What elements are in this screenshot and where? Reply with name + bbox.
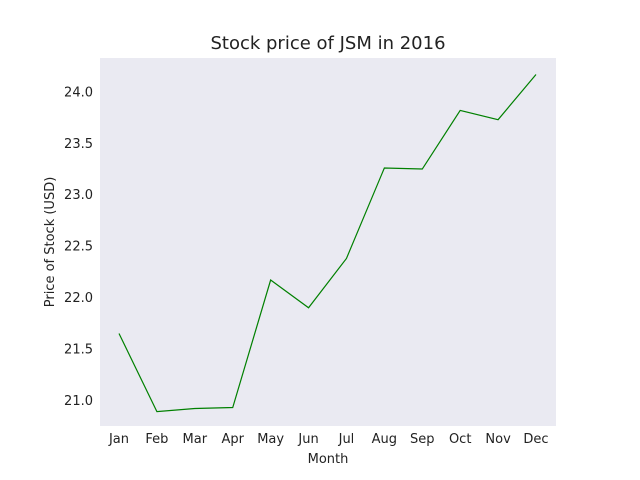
y-tick-label: 23.5 xyxy=(64,137,93,152)
series-line xyxy=(118,74,537,413)
x-tick-label: Aug xyxy=(372,432,397,447)
x-tick-label: Feb xyxy=(145,432,168,447)
y-tick-label: 21.5 xyxy=(64,342,93,357)
x-tick-label: Nov xyxy=(485,432,511,447)
x-tick-label: Jun xyxy=(297,432,318,447)
y-tick-label: 22.5 xyxy=(64,240,93,255)
y-tick-label: 21.0 xyxy=(64,394,93,409)
x-tick-label: Sep xyxy=(410,432,435,447)
chart-title: Stock price of JSM in 2016 xyxy=(210,33,445,54)
y-tick-label: 22.0 xyxy=(64,291,93,306)
x-tick-label: Jan xyxy=(108,432,129,447)
x-axis: Jan Feb Mar Apr May Jun Jul Aug Sep Oct Nov Dec xyxy=(108,432,549,447)
x-axis-label: Month xyxy=(308,452,349,467)
x-tick-label: Jul xyxy=(338,432,355,447)
x-tick-label: Apr xyxy=(221,432,244,447)
x-tick-label: May xyxy=(257,432,284,447)
x-tick-label: Dec xyxy=(523,432,548,447)
x-tick-label: Oct xyxy=(449,432,471,447)
y-axis: 21.0 21.5 22.0 22.5 23.0 23.5 24.0 xyxy=(64,85,93,408)
x-tick-label: Mar xyxy=(183,432,208,447)
y-axis-label: Price of Stock (USD) xyxy=(43,177,58,308)
y-tick-label: 23.0 xyxy=(64,188,93,203)
y-tick-label: 24.0 xyxy=(64,85,93,100)
plot-area xyxy=(100,58,556,426)
